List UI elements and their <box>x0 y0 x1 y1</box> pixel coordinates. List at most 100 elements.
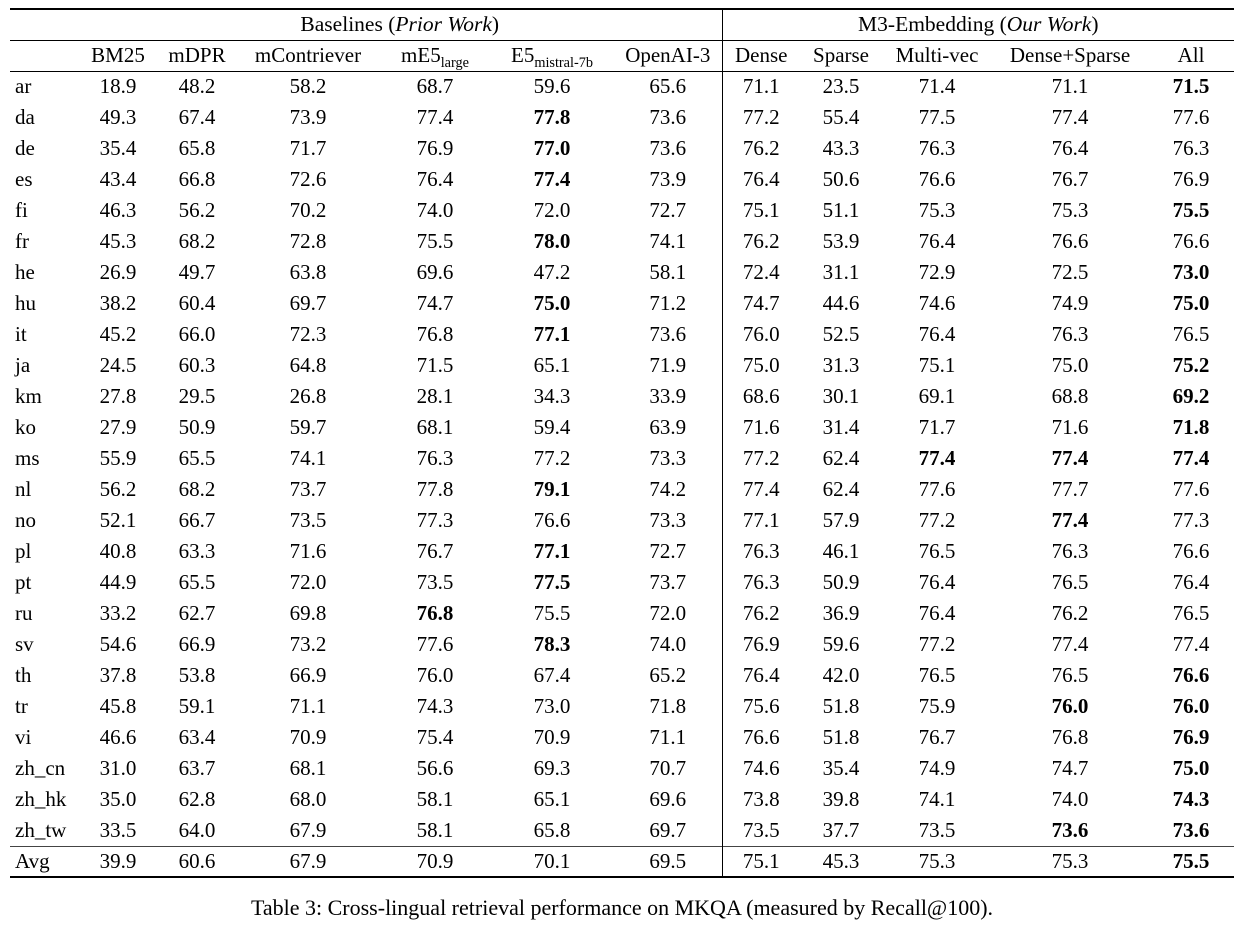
column-header-row: BM25 mDPR mContriever mE5large E5mistral-7b O… <box>10 40 1235 72</box>
score-cell: 46.6 <box>99 725 137 749</box>
row-label: fr <box>15 229 29 253</box>
score-cell: 31.3 <box>822 353 860 377</box>
score-cell: 44.9 <box>99 570 137 594</box>
column-header-all: All <box>1148 40 1235 72</box>
score-cell: 76.6 <box>533 508 571 532</box>
score-cell: 71.4 <box>918 74 956 99</box>
column-header-sparse: Sparse <box>800 40 883 72</box>
score-cell: 69.3 <box>533 756 571 780</box>
score-cell: 76.8 <box>1051 725 1089 749</box>
row-label: ru <box>15 601 33 625</box>
score-cell: 60.6 <box>158 845 236 877</box>
score-cell: 51.8 <box>822 694 860 718</box>
row-label: km <box>15 384 42 408</box>
score-cell: 67.9 <box>236 845 380 877</box>
score-cell: 75.0 <box>533 291 571 315</box>
score-cell: 75.5 <box>416 229 454 253</box>
score-cell: 75.6 <box>721 691 801 722</box>
score-cell: 73.7 <box>649 570 687 594</box>
table-row-hu: hu 38.2 60.4 69.7 74.7 75.0 71.2 74.7 44.6 74.6 74… <box>10 288 1234 319</box>
score-cell: 75.0 <box>1172 756 1210 780</box>
score-cell: 73.5 <box>721 815 801 846</box>
table-row-es: es 43.4 66.8 72.6 76.4 77.4 73.9 76.4 50.6 76.6 76… <box>10 164 1234 195</box>
score-cell: 68.8 <box>1051 384 1089 408</box>
table-row-ru: ru 33.2 62.7 69.8 76.8 75.5 72.0 76.2 36.9 76.4 76… <box>10 598 1234 629</box>
score-cell: 79.1 <box>533 477 571 501</box>
score-cell: 45.3 <box>99 229 137 253</box>
table-row-fi: fi 46.3 56.2 70.2 74.0 72.0 72.7 75.1 51.1 75.3 75… <box>10 195 1234 226</box>
score-cell: 71.6 <box>721 412 801 443</box>
score-cell: 43.3 <box>822 136 860 160</box>
score-cell: 77.6 <box>918 477 956 501</box>
score-cell: 72.7 <box>649 539 687 563</box>
score-cell: 76.4 <box>918 601 956 625</box>
score-cell: 71.2 <box>649 291 687 315</box>
score-cell: 67.4 <box>178 105 216 129</box>
group-header-m3-embedding: M3-Embedding (Our Work) <box>721 9 1235 41</box>
score-cell: 74.0 <box>649 632 687 656</box>
score-cell: 76.5 <box>1051 570 1089 594</box>
score-cell: 71.5 <box>416 353 454 377</box>
score-cell: 63.7 <box>178 756 216 780</box>
row-label: tr <box>15 694 28 718</box>
score-cell: 77.8 <box>533 105 571 129</box>
score-cell: 59.1 <box>178 694 216 718</box>
table-row-pt: pt 44.9 65.5 72.0 73.5 77.5 73.7 76.3 50.9 76.4 76… <box>10 567 1234 598</box>
score-cell: 75.9 <box>918 694 956 718</box>
score-cell: 59.7 <box>289 415 327 439</box>
score-cell: 72.0 <box>649 601 687 625</box>
score-cell: 76.9 <box>721 629 801 660</box>
score-cell: 35.4 <box>99 136 137 160</box>
row-label: th <box>15 663 32 687</box>
table-row-ms: ms 55.9 65.5 74.1 76.3 77.2 73.3 77.2 62.4 77.4 77… <box>10 443 1234 474</box>
score-cell: 72.4 <box>721 257 801 288</box>
score-cell: 47.2 <box>533 260 571 284</box>
score-cell: 72.0 <box>533 198 571 222</box>
score-cell: 68.7 <box>416 74 454 99</box>
score-cell: 53.8 <box>178 663 216 687</box>
score-cell: 69.6 <box>416 260 454 284</box>
score-cell: 60.3 <box>178 353 216 377</box>
score-cell: 71.1 <box>649 725 687 749</box>
score-cell: 73.0 <box>1172 260 1210 284</box>
score-cell: 76.3 <box>721 567 801 598</box>
score-cell: 30.1 <box>822 384 860 408</box>
score-cell: 66.7 <box>178 508 216 532</box>
score-cell: 66.0 <box>178 322 216 346</box>
score-cell: 72.7 <box>649 198 687 222</box>
column-header-mdpr: mDPR <box>158 40 236 72</box>
row-label: ja <box>15 353 31 377</box>
score-cell: 76.5 <box>1051 663 1089 687</box>
score-cell: 76.2 <box>721 598 801 629</box>
score-cell: 31.4 <box>822 415 860 439</box>
score-cell: 26.8 <box>289 384 327 408</box>
score-cell: 77.1 <box>533 539 571 563</box>
score-cell: 27.9 <box>99 415 137 439</box>
score-cell: 75.5 <box>533 601 571 625</box>
score-cell: 77.4 <box>1051 105 1089 129</box>
score-cell: 52.1 <box>99 508 137 532</box>
score-cell: 58.1 <box>416 817 454 842</box>
score-cell: 74.0 <box>416 198 454 222</box>
score-cell: 73.5 <box>289 508 327 532</box>
row-label: pl <box>15 539 32 563</box>
score-cell: 76.7 <box>1051 167 1089 191</box>
score-cell: 59.6 <box>822 632 860 656</box>
column-header-e5: E5mistral-7b <box>490 40 614 72</box>
score-cell: 75.3 <box>882 845 993 877</box>
table-row-de: de 35.4 65.8 71.7 76.9 77.0 73.6 76.2 43.3 76.3 76… <box>10 133 1234 164</box>
score-cell: 65.5 <box>178 570 216 594</box>
score-cell: 72.9 <box>918 260 956 284</box>
row-label: Avg <box>10 845 78 877</box>
score-cell: 27.8 <box>99 384 137 408</box>
row-label: zh_hk <box>15 787 67 811</box>
score-cell: 44.6 <box>822 291 860 315</box>
score-cell: 62.7 <box>178 601 216 625</box>
avg-row: Avg 39.9 60.6 67.9 70.9 70.1 69.5 75.1 45.3 75.3 7… <box>10 845 1235 877</box>
score-cell: 76.0 <box>1051 694 1089 718</box>
score-cell: 75.5 <box>1172 198 1210 222</box>
row-label: sv <box>15 632 34 656</box>
score-cell: 73.3 <box>649 446 687 470</box>
group-header-row: Baselines (Prior Work) M3-Embedding (Our… <box>10 9 1235 41</box>
score-cell: 74.7 <box>1051 756 1089 780</box>
